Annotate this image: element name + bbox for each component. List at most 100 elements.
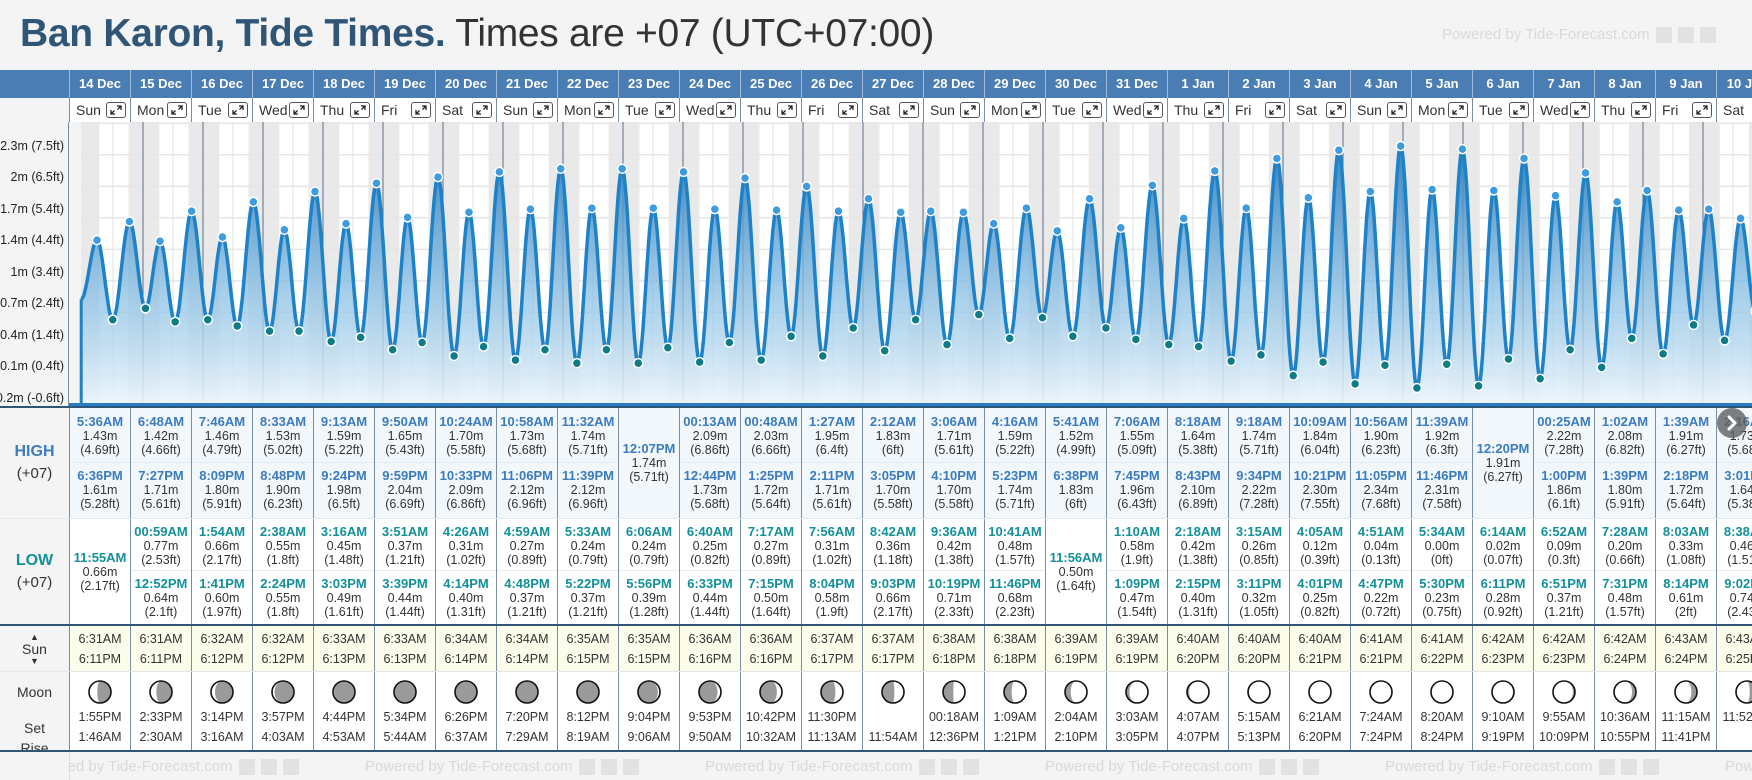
moonrise-time: 7:29AM [505, 730, 549, 744]
low-tide-height-ft: (1.28ft) [629, 604, 669, 619]
expand-day-button[interactable] [777, 102, 797, 118]
low-tide-entry: 3:03PM 0.49m (1.61ft) [314, 569, 374, 619]
high-tide-height-m: 2.10m [1180, 483, 1216, 498]
low-tide-height-m: 0.47m [1119, 590, 1155, 605]
expand-day-button[interactable] [716, 102, 736, 118]
high-tide-height-m: 2.31m [1424, 483, 1460, 498]
low-tide-cell: 7:28AM 0.20m (0.66ft) 7:31PM 0.48m (1.57ft) [1594, 519, 1655, 624]
expand-day-button[interactable] [1082, 102, 1102, 118]
expand-day-button[interactable] [1570, 102, 1590, 118]
low-tide-height-m: 0.66m [875, 590, 911, 605]
expand-day-button[interactable] [289, 102, 309, 118]
expand-day-button[interactable] [1387, 102, 1407, 118]
moon-phase-icon [1308, 680, 1332, 704]
low-tide-entry: 11:56AM 0.50m (1.64ft) [1046, 550, 1106, 593]
high-tide-time: 1:02AM [1601, 413, 1649, 429]
sunrise-time: 6:42AM [1603, 632, 1647, 646]
expand-day-button[interactable] [1204, 102, 1224, 118]
high-tide-time: 11:46PM [1415, 468, 1469, 484]
low-tide-cell: 10:41AM 0.48m (1.57ft) 11:46PM 0.68m (2.23ft) [984, 519, 1045, 624]
low-tide-time: 6:40AM [686, 523, 734, 539]
sunset-time: 6:20PM [1237, 652, 1281, 666]
low-tide-entry: 6:40AM 0.25m (0.82ft) [680, 523, 740, 567]
weekday-cell: Fri [1228, 98, 1289, 122]
low-tide-cell: 4:26AM 0.31m (1.02ft) 4:14PM 0.40m (1.31ft) [435, 519, 496, 624]
moon-cell: 11:52AM [1716, 672, 1752, 750]
high-tide-marker [1426, 184, 1438, 195]
date-header: 30 Dec [1045, 70, 1106, 98]
expand-day-button[interactable] [350, 102, 370, 118]
low-tide-time: 4:01PM [1297, 575, 1343, 591]
weekday-cell: Fri [374, 98, 435, 122]
expand-day-button[interactable] [1021, 102, 1041, 118]
high-tide-height-m: 1.96m [1119, 483, 1155, 498]
high-tide-time: 3:05PM [870, 468, 916, 484]
y-axis: 2.6m (8.5ft)2.3m (7.5ft)2m (6.5ft)1.7m (… [0, 122, 69, 406]
low-tide-height-ft: (1.21ft) [507, 604, 547, 619]
expand-day-button[interactable] [411, 102, 431, 118]
low-tide-height-ft: (1.02ft) [812, 552, 852, 567]
sun-cell: 6:34AM 6:14PM [435, 626, 496, 671]
expand-day-button[interactable] [167, 102, 187, 118]
moon-phase-icon [271, 680, 295, 704]
expand-day-button[interactable] [594, 102, 614, 118]
expand-day-button[interactable] [960, 102, 980, 118]
moon-cell: 4:07AM 4:07PM [1167, 672, 1228, 750]
low-tide-height-m: 0.58m [1119, 538, 1155, 553]
high-tide-marker [1395, 140, 1406, 152]
moonset-time: 11:15AM [1661, 710, 1711, 724]
low-tide-height-m: 0.37m [387, 538, 423, 553]
expand-day-button[interactable] [655, 102, 675, 118]
sunset-time: 6:12PM [261, 652, 305, 666]
expand-day-button[interactable] [899, 102, 919, 118]
logo-icon [1642, 758, 1659, 775]
high-tide-height-m: 1.90m [265, 483, 301, 498]
low-tide-height-m: 0.60m [204, 590, 240, 605]
high-tide-height-ft: (6.86ft) [446, 497, 486, 512]
expand-day-button[interactable] [228, 102, 248, 118]
expand-day-button[interactable] [106, 102, 126, 118]
low-tide-entry: 1:09PM 0.47m (1.54ft) [1107, 569, 1167, 619]
weekday-label: Sun [503, 102, 528, 118]
expand-day-button[interactable] [1692, 102, 1712, 118]
low-tide-height-ft: (0.89ft) [751, 552, 791, 567]
high-tide-entry: 8:43PM 2.10m (6.89ft) [1168, 462, 1228, 511]
low-tide-time: 8:14PM [1663, 575, 1709, 591]
expand-day-button[interactable] [1509, 102, 1529, 118]
high-tide-entry: 8:18AM 1.64m (5.38ft) [1168, 414, 1228, 457]
expand-day-button[interactable] [1448, 102, 1468, 118]
high-tide-time: 8:48PM [260, 468, 306, 484]
high-tide-entry: 12:44PM 1.73m (5.68ft) [680, 462, 740, 511]
high-tide-entry: 11:06PM 2.12m (6.96ft) [497, 462, 557, 511]
logo-icon [1302, 758, 1319, 775]
high-tide-entry: 9:50AM 1.65m (5.43ft) [375, 414, 435, 457]
low-tide-height-ft: (1.48ft) [324, 552, 364, 567]
high-tide-height-ft: (5.43ft) [385, 442, 425, 457]
expand-day-button[interactable] [472, 102, 492, 118]
low-tide-height-m: 0.49m [326, 590, 362, 605]
low-tide-marker [879, 345, 890, 357]
moonrise-time: 10:55PM [1599, 730, 1651, 744]
low-tide-time: 7:15PM [748, 575, 794, 591]
expand-icon [232, 105, 244, 115]
expand-day-button[interactable] [1265, 102, 1285, 118]
expand-day-button[interactable] [1631, 102, 1651, 118]
low-tide-time: 1:54AM [198, 523, 246, 539]
scroll-right-button[interactable] [1717, 408, 1747, 438]
expand-day-button[interactable] [533, 102, 553, 118]
low-tide-marker [1626, 333, 1638, 344]
high-tide-height-m: 1.59m [997, 428, 1033, 443]
low-tide-entry: 2:18AM 0.42m (1.38ft) [1168, 523, 1228, 567]
weekday-label: Sun [76, 102, 101, 118]
low-tide-entry: 3:16AM 0.45m (1.48ft) [314, 524, 374, 567]
expand-day-button[interactable] [1143, 102, 1163, 118]
expand-day-button[interactable] [838, 102, 858, 118]
moonrise-time: 3:16AM [200, 730, 244, 744]
expand-day-button[interactable] [1326, 102, 1346, 118]
low-tide-time: 2:18AM [1174, 523, 1222, 539]
moon-phase-icon [1064, 680, 1088, 704]
sunrise-time: 6:33AM [383, 632, 427, 646]
weekday-label: Wed [1540, 102, 1569, 118]
low-tide-height-ft: (1.31ft) [1178, 604, 1218, 619]
high-tide-cell: 8:33AM 1.53m (5.02ft) 8:48PM 1.90m (6.23ft) [252, 408, 313, 518]
